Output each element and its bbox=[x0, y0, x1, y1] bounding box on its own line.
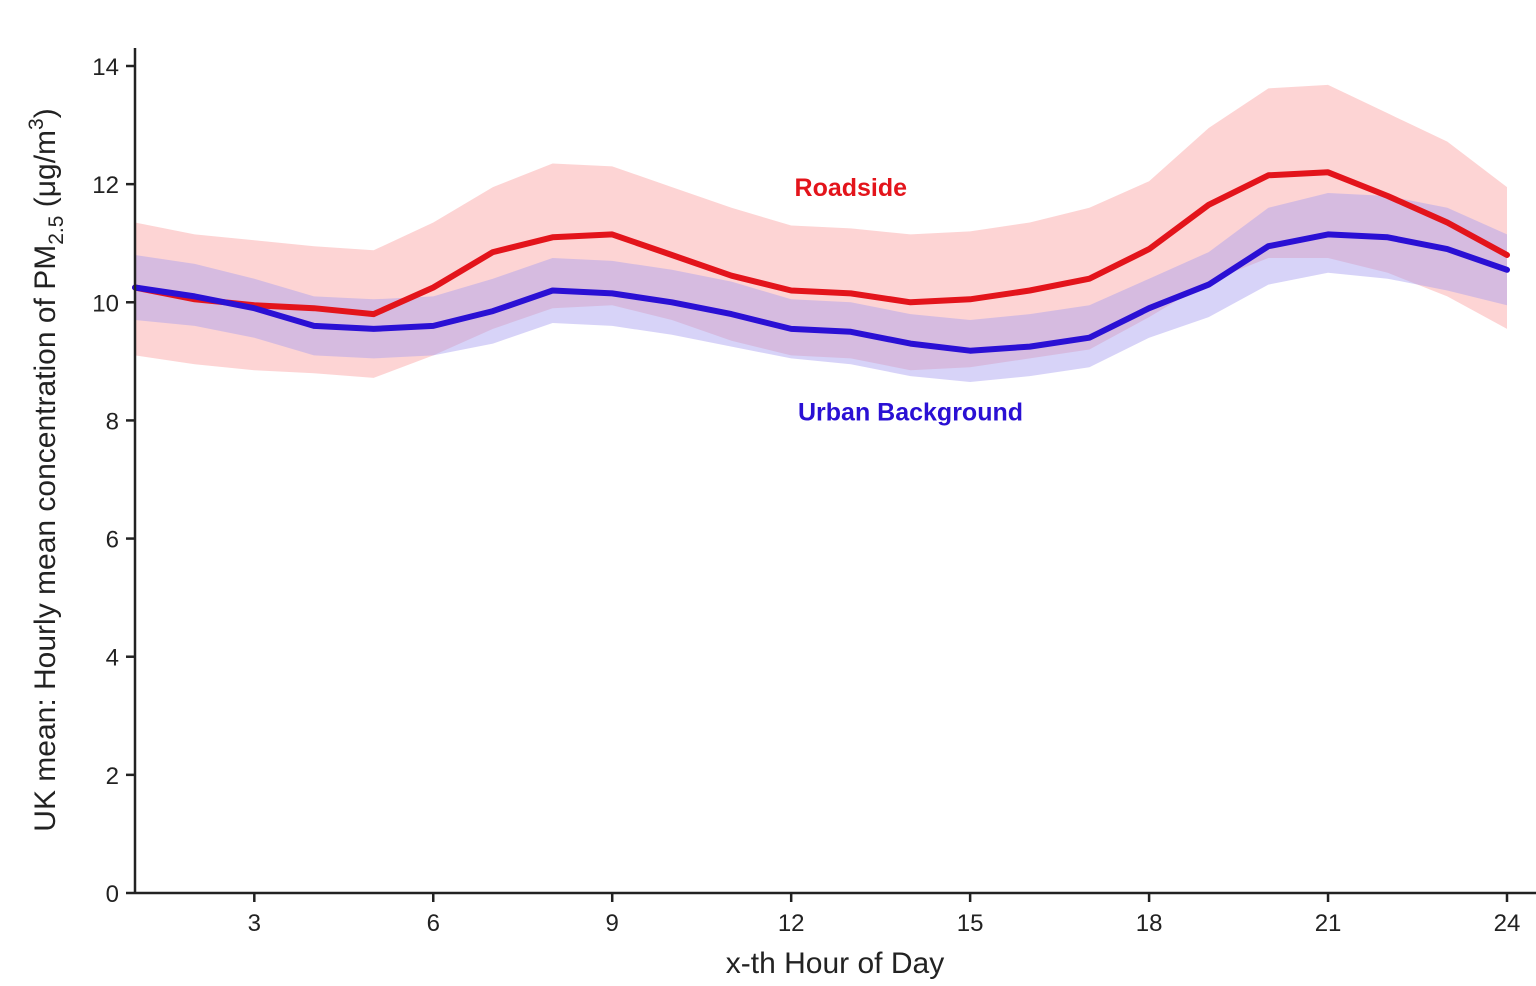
x-tick-label: 12 bbox=[778, 910, 805, 937]
roadside-line bbox=[132, 169, 1510, 318]
y-axis-title-superscript: 3 bbox=[25, 118, 48, 130]
y-ticks: 0 2 4 6 8 10 12 14 bbox=[92, 54, 135, 908]
x-tick-label: 15 bbox=[957, 910, 984, 937]
y-tick-label: 8 bbox=[106, 408, 119, 435]
y-tick-label: 6 bbox=[106, 527, 119, 554]
x-tick-label: 3 bbox=[248, 910, 261, 937]
series-lines bbox=[132, 169, 1510, 354]
y-axis-title-subscript: 2.5 bbox=[45, 216, 68, 245]
x-axis-title: x-th Hour of Day bbox=[726, 947, 944, 980]
y-tick-label: 10 bbox=[92, 290, 119, 317]
y-tick-label: 0 bbox=[106, 881, 119, 908]
y-axis-title-main: UK mean: Hourly mean concentration of PM bbox=[29, 245, 62, 832]
y-tick-label: 2 bbox=[106, 763, 119, 790]
y-axis-title-close: ) bbox=[29, 108, 62, 118]
series-labels: Roadside Urban Background bbox=[795, 174, 1023, 426]
confidence-bands bbox=[135, 84, 1507, 382]
x-tick-label: 18 bbox=[1136, 910, 1163, 937]
y-tick-label: 14 bbox=[92, 54, 119, 81]
x-tick-label: 21 bbox=[1315, 910, 1342, 937]
y-tick-label: 12 bbox=[92, 172, 119, 199]
y-tick-label: 4 bbox=[106, 645, 119, 672]
urban-background-label: Urban Background bbox=[798, 398, 1023, 426]
urban-background-band bbox=[135, 193, 1507, 382]
y-axis-title: UK mean: Hourly mean concentration of PM… bbox=[25, 108, 68, 831]
y-axis-title-unit: (μg/m bbox=[29, 130, 62, 216]
x-tick-label: 9 bbox=[606, 910, 619, 937]
x-tick-label: 24 bbox=[1494, 910, 1521, 937]
x-tick-label: 6 bbox=[427, 910, 440, 937]
plot-area bbox=[132, 84, 1510, 382]
urban-background-line bbox=[132, 231, 1510, 354]
roadside-label: Roadside bbox=[795, 174, 908, 202]
x-ticks: 3 6 9 12 15 18 21 24 bbox=[248, 893, 1521, 937]
